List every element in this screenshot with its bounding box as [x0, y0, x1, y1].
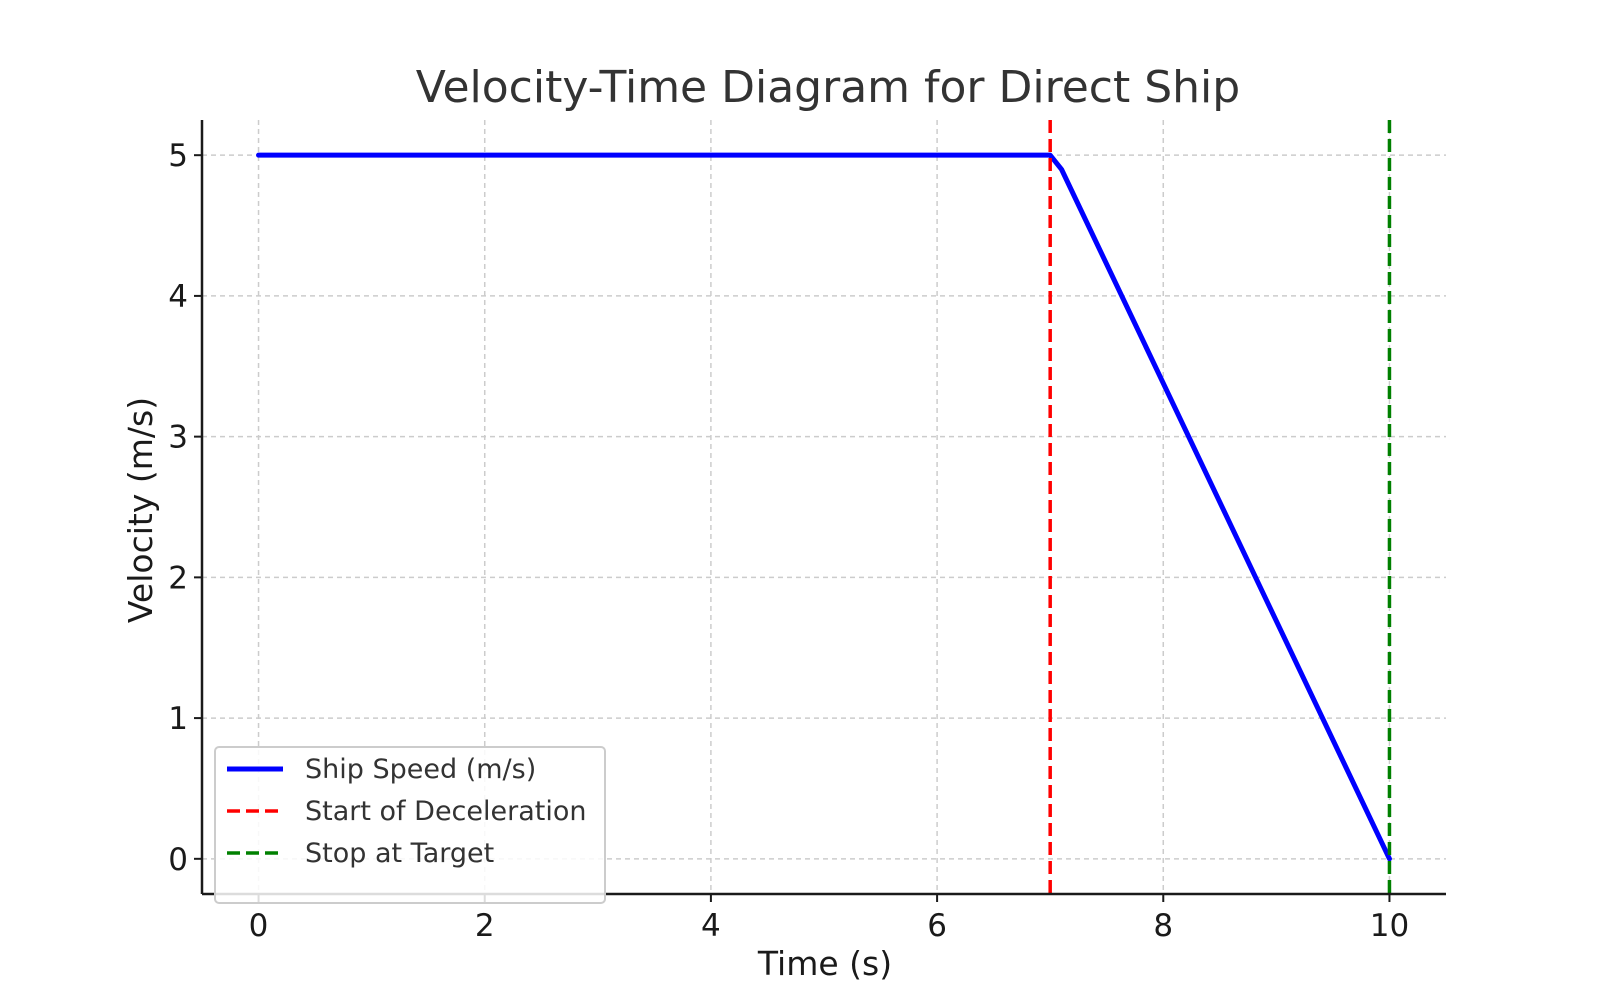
- x-tick-label: 10: [1370, 908, 1409, 944]
- legend-box: [214, 746, 606, 904]
- plot-area: [256, 120, 1392, 894]
- legend-label: Ship Speed (m/s): [305, 754, 536, 785]
- y-axis-label: Velocity (m/s): [121, 397, 160, 623]
- x-tick-label: 0: [249, 908, 269, 944]
- legend-label: Stop at Target: [305, 838, 494, 869]
- y-tick-label: 5: [168, 138, 188, 174]
- y-tick-label: 2: [168, 560, 188, 596]
- x-tick-label: 4: [701, 908, 721, 944]
- x-tick-label: 2: [475, 908, 495, 944]
- tick-labels: 0 2 4 6 8 10 0 1 2 3 4 5: [168, 138, 1409, 944]
- x-tick-label: 6: [927, 908, 947, 944]
- y-tick-label: 3: [168, 420, 188, 456]
- series-line: [256, 152, 1392, 862]
- y-tick-label: 4: [168, 279, 188, 315]
- grid: [202, 120, 1446, 894]
- y-tick-label: 0: [168, 842, 188, 878]
- y-tick-label: 1: [168, 701, 188, 737]
- chart-title: Velocity-Time Diagram for Direct Ship: [416, 62, 1240, 113]
- x-axis-label: Time (s): [757, 944, 892, 983]
- legend-label: Start of Deceleration: [305, 796, 586, 827]
- legend: Ship Speed (m/s) Start of Deceleration Sto…: [214, 746, 606, 904]
- x-tick-label: 8: [1153, 908, 1173, 944]
